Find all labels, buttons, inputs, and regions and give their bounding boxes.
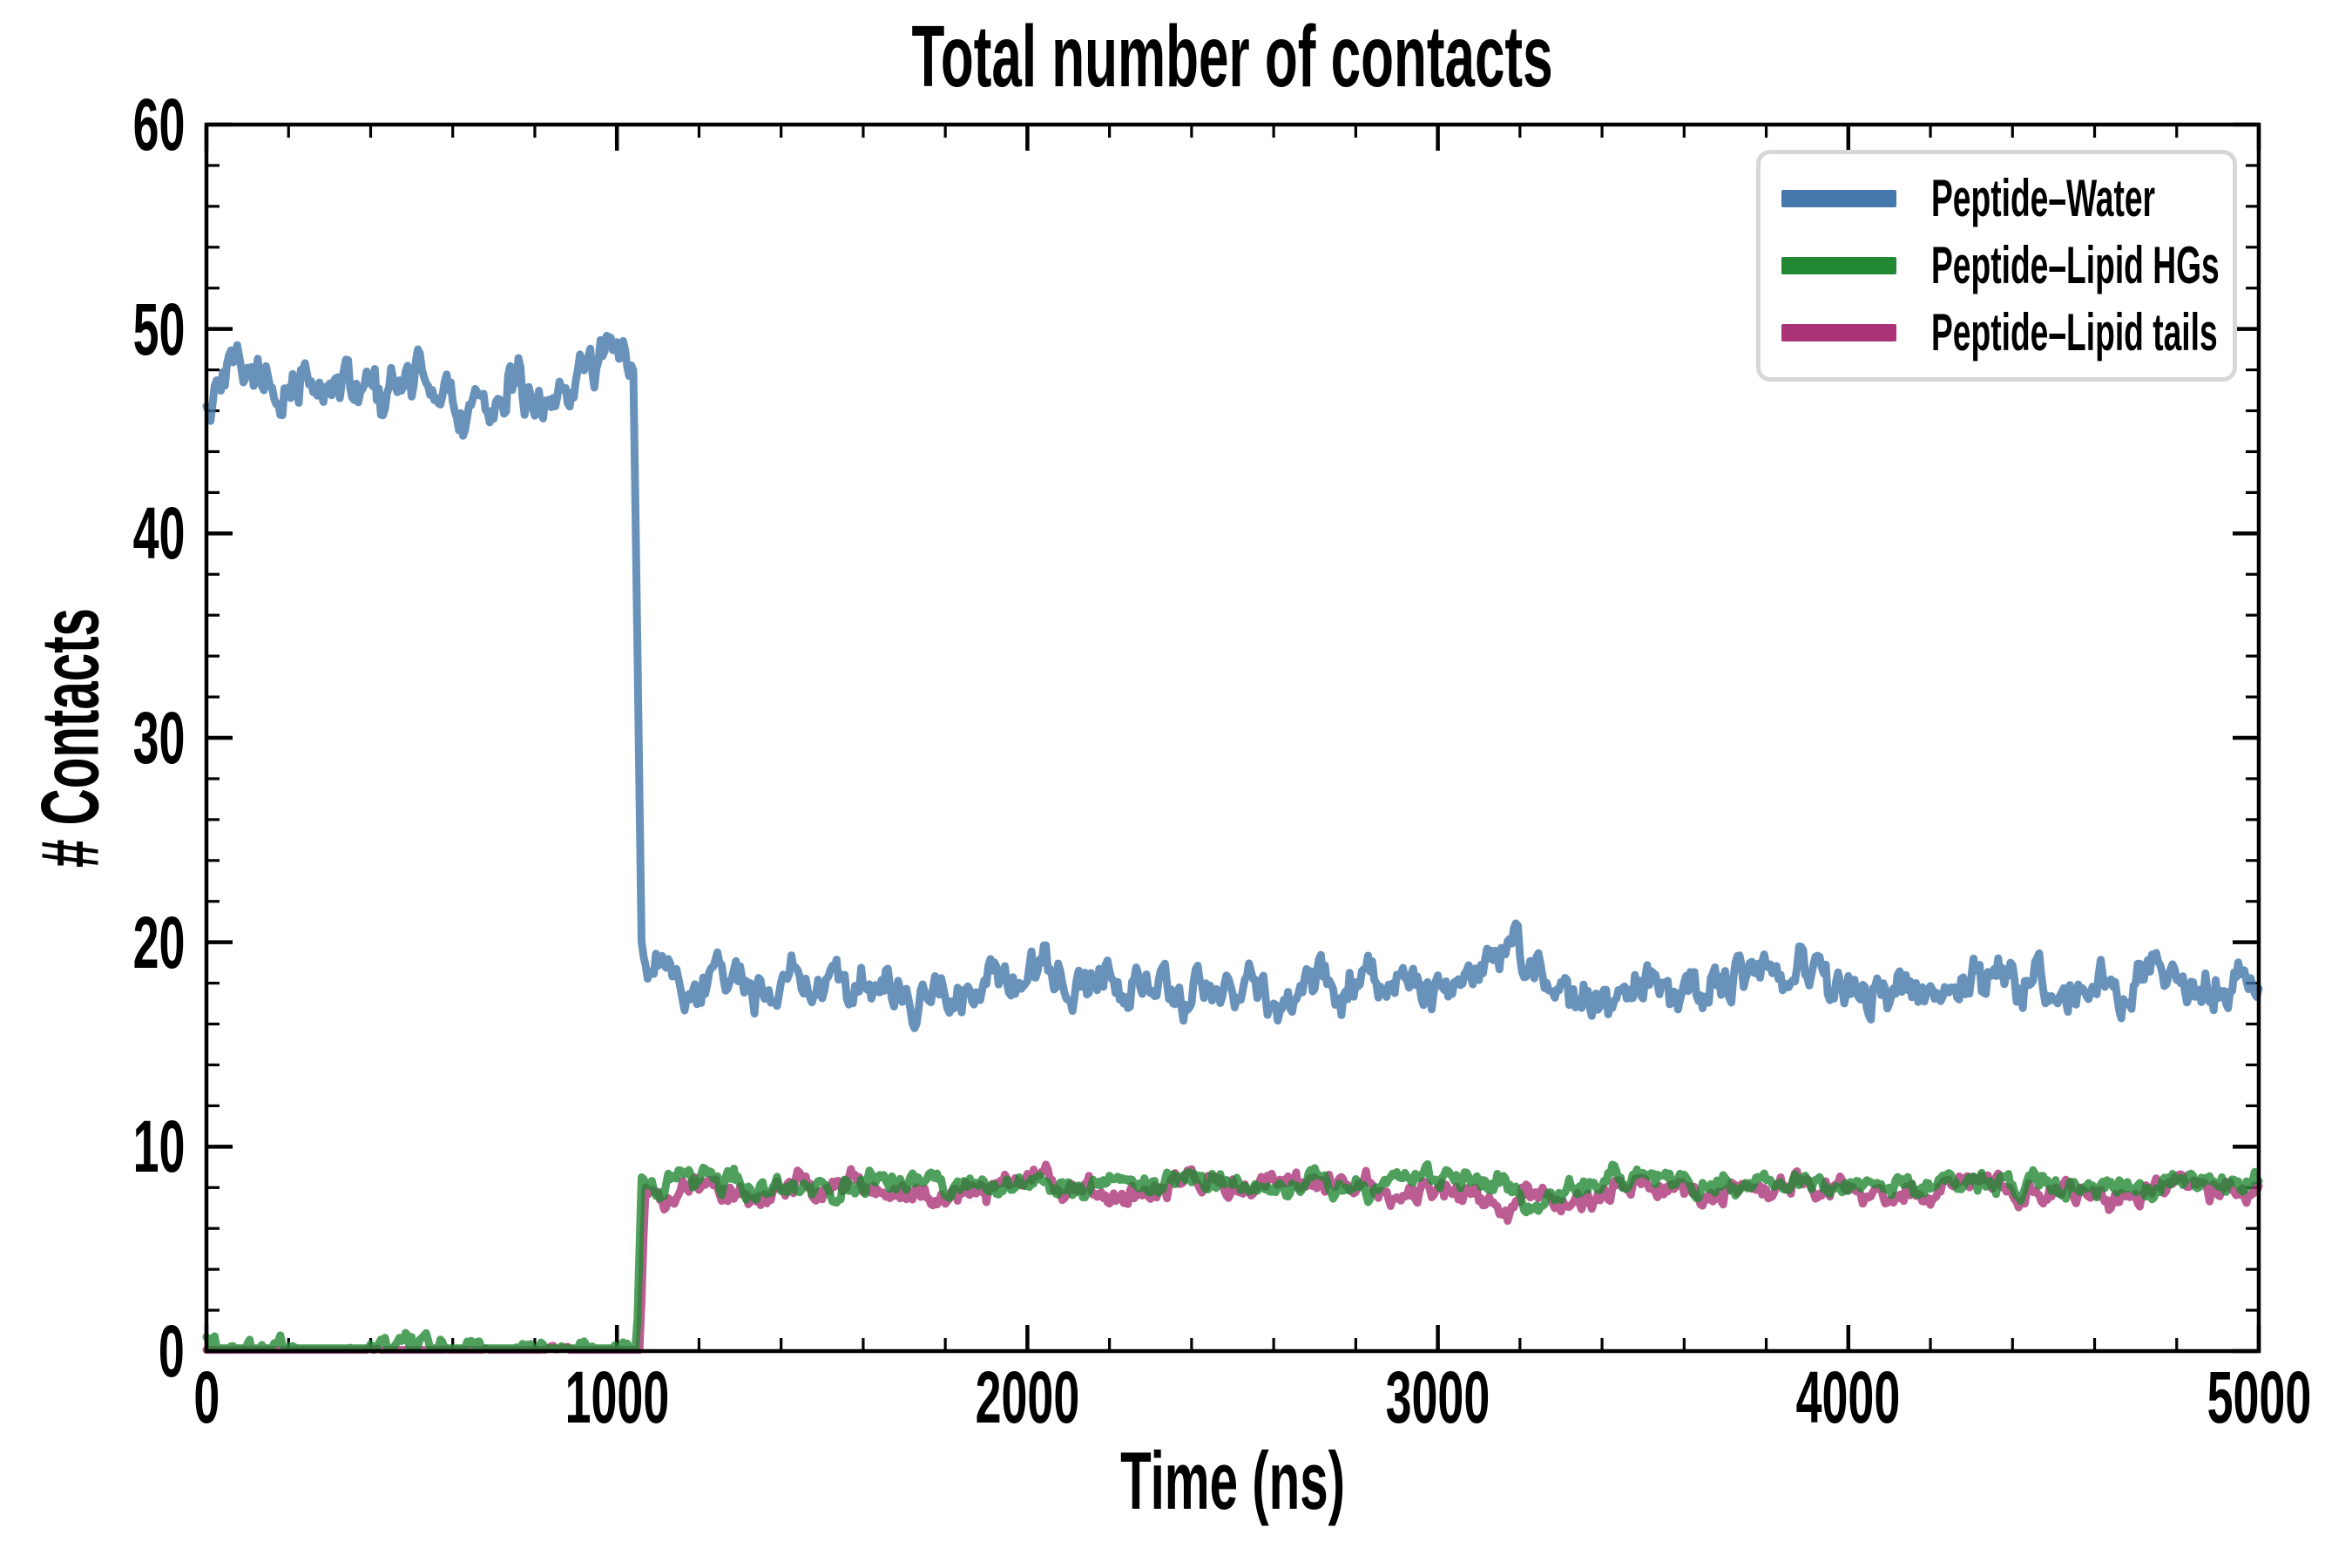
legend-swatch-peptide-lipid-hgs [1781, 257, 1896, 274]
axes-frame [204, 122, 2261, 1354]
y-tick-label: 50 [132, 287, 185, 370]
x-tick-label: 1000 [564, 1356, 669, 1438]
legend-label-peptide-lipid-tails: Peptide–Lipid tails [1931, 303, 2218, 362]
x-tick-label: 2000 [975, 1356, 1080, 1438]
y-tick-label: 40 [132, 492, 185, 575]
legend-swatch-peptide-lipid-tails [1781, 324, 1896, 341]
x-tick-label: 4000 [1795, 1356, 1901, 1438]
y-tick-label: 30 [132, 697, 185, 779]
series-line-peptide-water [202, 331, 2263, 1032]
legend-item: Peptide–Water [1761, 171, 2233, 226]
y-tick-label: 10 [132, 1105, 185, 1188]
legend-swatch-peptide-water [1781, 190, 1896, 207]
y-tick-label: 60 [132, 84, 185, 166]
y-tick-label: 0 [159, 1310, 185, 1392]
series-line-peptide-lipid-hgs [202, 1159, 2263, 1353]
y-tick-label: 20 [132, 901, 185, 983]
x-tick-label: 0 [193, 1356, 220, 1438]
x-tick-label: 5000 [2207, 1356, 2311, 1438]
legend-label-peptide-lipid-hgs: Peptide–Lipid HGs [1931, 236, 2220, 294]
legend: Peptide–Water Peptide–Lipid HGs Peptide–… [1756, 150, 2237, 382]
legend-item: Peptide–Lipid HGs [1761, 238, 2233, 294]
legend-label-peptide-water: Peptide–Water [1931, 169, 2156, 227]
series-line-peptide-lipid-tails [202, 1160, 2263, 1355]
legend-item: Peptide–Lipid tails [1761, 305, 2233, 361]
x-tick-label: 3000 [1385, 1356, 1490, 1438]
